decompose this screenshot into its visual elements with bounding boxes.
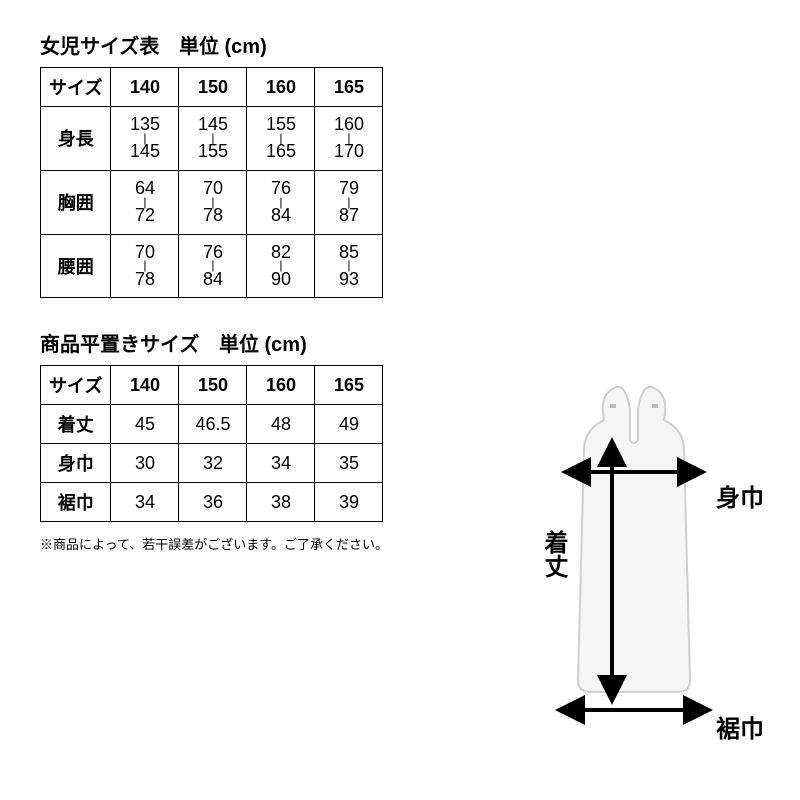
table-row: 身巾 30 32 34 35 [41,444,383,483]
col-header: 150 [179,366,247,405]
table-row: 身長 135|145 145|155 155|165 160|170 [41,107,383,171]
cell: 32 [179,444,247,483]
table2-unit: 単位 (cm) [219,334,307,356]
cell: 76|84 [179,234,247,298]
table-row: 裾巾 34 36 38 39 [41,483,383,522]
col-header: サイズ [41,68,111,107]
col-header: 150 [179,68,247,107]
cell: 36 [179,483,247,522]
garment-diagram: 身巾 着丈 裾巾 [504,380,764,750]
cell: 34 [111,483,179,522]
table-row: サイズ 140 150 160 165 [41,366,383,405]
row-label: 身長 [41,107,111,171]
row-label: 腰囲 [41,234,111,298]
table1-title: 女児サイズ表 単位 (cm) [40,30,760,59]
cell: 155|165 [247,107,315,171]
col-header: サイズ [41,366,111,405]
cell: 82|90 [247,234,315,298]
cell: 35 [315,444,383,483]
cell: 79|87 [315,170,383,234]
cell: 38 [247,483,315,522]
col-header: 165 [315,68,383,107]
cell: 34 [247,444,315,483]
col-header: 140 [111,68,179,107]
cell: 135|145 [111,107,179,171]
table-row: 腰囲 70|78 76|84 82|90 85|93 [41,234,383,298]
table-row: 胸囲 64|72 70|78 76|84 79|87 [41,170,383,234]
cell: 160|170 [315,107,383,171]
cell: 64|72 [111,170,179,234]
row-label: 身巾 [41,444,111,483]
cell: 46.5 [179,405,247,444]
col-header: 160 [247,68,315,107]
label-miwaba: 身巾 [716,478,764,513]
table-row: 着丈 45 46.5 48 49 [41,405,383,444]
row-label: 胸囲 [41,170,111,234]
col-header: 165 [315,366,383,405]
table-row: サイズ 140 150 160 165 [41,68,383,107]
cell: 70|78 [179,170,247,234]
cell: 76|84 [247,170,315,234]
cell: 45 [111,405,179,444]
cell: 39 [315,483,383,522]
size-table-1: サイズ 140 150 160 165 身長 135|145 145|155 1… [40,67,383,298]
label-susohaba: 裾巾 [716,709,764,744]
cell: 30 [111,444,179,483]
table1-unit: 単位 (cm) [179,36,267,58]
cell: 145|155 [179,107,247,171]
table2-title: 商品平置きサイズ 単位 (cm) [40,328,760,357]
cell: 48 [247,405,315,444]
col-header: 140 [111,366,179,405]
cell: 85|93 [315,234,383,298]
size-table-2: サイズ 140 150 160 165 着丈 45 46.5 48 49 身巾 … [40,365,383,522]
label-kitake: 着丈 [536,530,571,578]
row-label: 着丈 [41,405,111,444]
table2-title-text: 商品平置きサイズ [40,334,199,356]
cell: 70|78 [111,234,179,298]
row-label: 裾巾 [41,483,111,522]
cell: 49 [315,405,383,444]
table1-title-text: 女児サイズ表 [40,36,159,58]
col-header: 160 [247,366,315,405]
